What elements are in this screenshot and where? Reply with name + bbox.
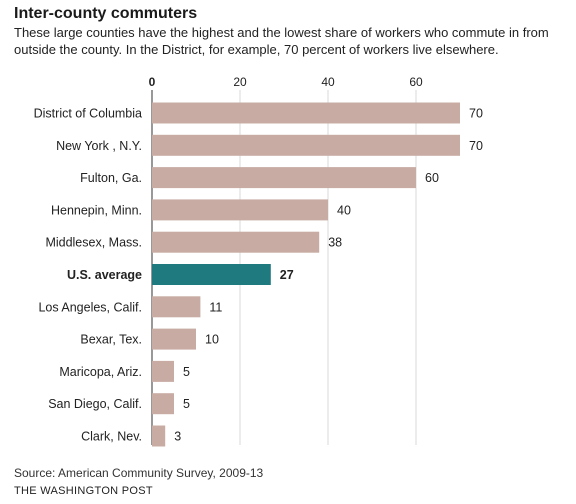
value-label: 3 <box>174 430 181 444</box>
value-label: 10 <box>205 333 219 347</box>
bar <box>152 328 196 350</box>
value-label: 27 <box>280 268 294 282</box>
category-label: New York , N.Y. <box>56 139 142 153</box>
category-label: Fulton, Ga. <box>80 171 142 185</box>
value-label: 40 <box>337 203 351 217</box>
chart-title: Inter-county commuters <box>14 5 198 22</box>
value-label: 5 <box>183 365 190 379</box>
bar <box>152 360 174 382</box>
x-tick-label: 20 <box>233 75 247 89</box>
bar-chart: 0 20 40 60 District of Columbia 70 New York , … <box>34 75 483 447</box>
category-label: District of Columbia <box>34 107 142 121</box>
category-label: Clark, Nev. <box>81 430 142 444</box>
bar <box>152 393 174 415</box>
value-label: 60 <box>425 171 439 185</box>
bar <box>152 199 328 221</box>
bar <box>152 296 201 318</box>
category-label: Los Angeles, Calif. <box>38 300 142 314</box>
category-label: San Diego, Calif. <box>48 397 142 411</box>
value-label: 70 <box>469 139 483 153</box>
category-label: U.S. average <box>67 268 142 282</box>
category-label: Hennepin, Minn. <box>51 203 142 217</box>
bar <box>152 425 166 447</box>
x-tick-label: 60 <box>409 75 423 89</box>
bar <box>152 264 271 285</box>
bar <box>152 167 416 189</box>
value-label: 11 <box>209 300 222 314</box>
publisher-credit: THE WASHINGTON POST <box>14 485 153 497</box>
category-label: Middlesex, Mass. <box>45 236 142 250</box>
chart-subtitle: These large counties have the highest an… <box>14 25 549 57</box>
x-tick-label: 0 <box>149 75 156 89</box>
value-label: 70 <box>469 107 483 121</box>
category-label: Bexar, Tex. <box>80 333 142 347</box>
bar <box>152 231 320 253</box>
x-tick-label: 40 <box>321 75 335 89</box>
category-label: Maricopa, Ariz. <box>59 365 142 379</box>
value-label: 38 <box>328 236 342 250</box>
bar <box>152 102 460 124</box>
source-note: Source: American Community Survey, 2009-… <box>14 466 264 480</box>
bar <box>152 134 460 156</box>
value-label: 5 <box>183 397 190 411</box>
